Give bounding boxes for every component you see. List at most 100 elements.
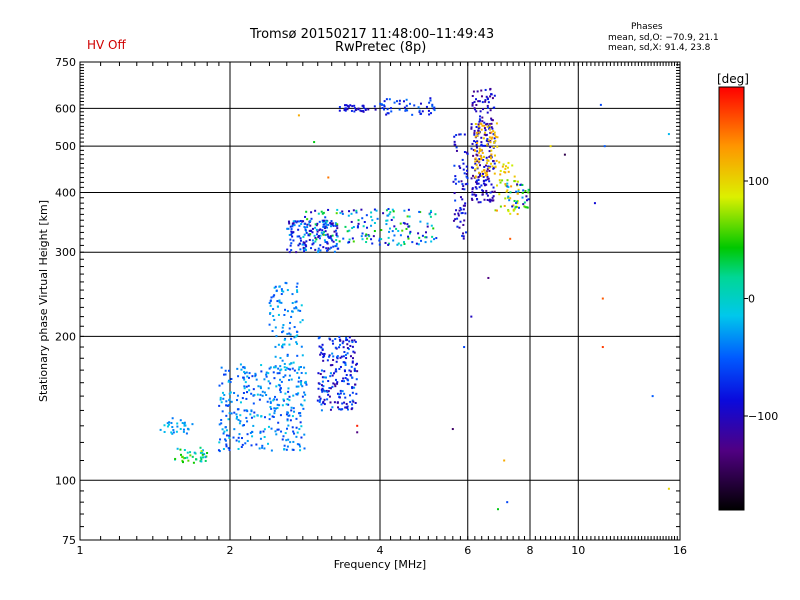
data-point [304, 244, 307, 247]
data-point [297, 244, 300, 247]
data-point [335, 239, 338, 242]
data-point [405, 227, 408, 230]
data-point [274, 395, 277, 398]
data-point [515, 202, 518, 205]
data-point [261, 394, 264, 397]
data-point [488, 136, 491, 139]
data-point [295, 307, 298, 310]
data-point [298, 443, 301, 446]
data-point [239, 401, 242, 404]
data-point [349, 400, 352, 403]
data-point [494, 209, 497, 212]
data-point [263, 428, 266, 431]
data-point [283, 362, 286, 365]
data-point [351, 360, 354, 363]
data-point [506, 189, 509, 192]
data-point [336, 224, 339, 227]
data-point [489, 131, 492, 134]
data-point [221, 391, 224, 394]
data-point [322, 389, 325, 392]
data-point [323, 225, 326, 228]
data-point [430, 112, 433, 115]
data-point [471, 193, 474, 196]
data-point [295, 417, 298, 420]
data-point [333, 401, 336, 404]
data-point [273, 366, 276, 369]
data-point [481, 151, 484, 154]
data-point [334, 368, 337, 371]
data-point [319, 249, 322, 252]
data-point [242, 376, 245, 379]
data-point [316, 399, 319, 402]
data-point [298, 428, 301, 431]
data-point [599, 103, 602, 106]
data-point [480, 89, 483, 92]
data-point [256, 414, 259, 417]
data-point [486, 98, 489, 101]
data-point [283, 338, 286, 341]
data-point [455, 134, 458, 137]
data-point [357, 219, 360, 222]
data-point [332, 382, 335, 385]
data-point [486, 138, 489, 141]
data-point [329, 364, 332, 367]
data-point [361, 238, 364, 241]
data-point [350, 212, 353, 215]
data-point [476, 140, 479, 143]
data-point [380, 238, 383, 241]
data-point [473, 149, 476, 152]
data-point [253, 411, 256, 414]
data-point [511, 205, 514, 208]
data-point [336, 223, 339, 226]
data-point [484, 171, 487, 174]
data-point [383, 104, 386, 107]
data-point [484, 88, 487, 91]
data-point [516, 183, 519, 186]
data-point [286, 354, 289, 357]
data-point [302, 241, 305, 244]
data-point [479, 201, 482, 204]
data-point [507, 209, 510, 212]
data-point [504, 197, 507, 200]
data-point [201, 451, 204, 454]
data-point [505, 190, 508, 193]
data-point [429, 209, 432, 212]
data-point [217, 449, 220, 452]
data-point [523, 205, 526, 208]
data-point [667, 487, 670, 490]
data-point [503, 459, 506, 462]
data-point [255, 378, 258, 381]
data-point [311, 227, 314, 230]
data-point [289, 368, 292, 371]
data-point [365, 214, 368, 217]
data-point [230, 412, 233, 415]
data-point [415, 242, 418, 245]
data-point [488, 169, 491, 172]
data-point [328, 354, 331, 357]
data-point [329, 235, 332, 238]
data-point [403, 100, 406, 103]
data-point [333, 383, 336, 386]
data-point [481, 124, 484, 127]
data-point [344, 107, 347, 110]
data-point [425, 105, 428, 108]
data-point [252, 424, 255, 427]
data-point [498, 161, 501, 164]
data-point [464, 212, 467, 215]
data-point [183, 448, 186, 451]
data-point [219, 398, 222, 401]
data-point [272, 415, 275, 418]
data-point [185, 432, 188, 435]
data-point [316, 233, 319, 236]
colorbar-gradient [718, 86, 745, 511]
data-point [244, 381, 247, 384]
data-point [455, 149, 458, 152]
data-point [473, 193, 476, 196]
data-point [493, 131, 496, 134]
data-point [274, 365, 277, 368]
data-point [321, 229, 324, 232]
data-point [309, 224, 312, 227]
data-point [247, 384, 250, 387]
data-point [407, 225, 410, 228]
data-point [453, 192, 456, 195]
